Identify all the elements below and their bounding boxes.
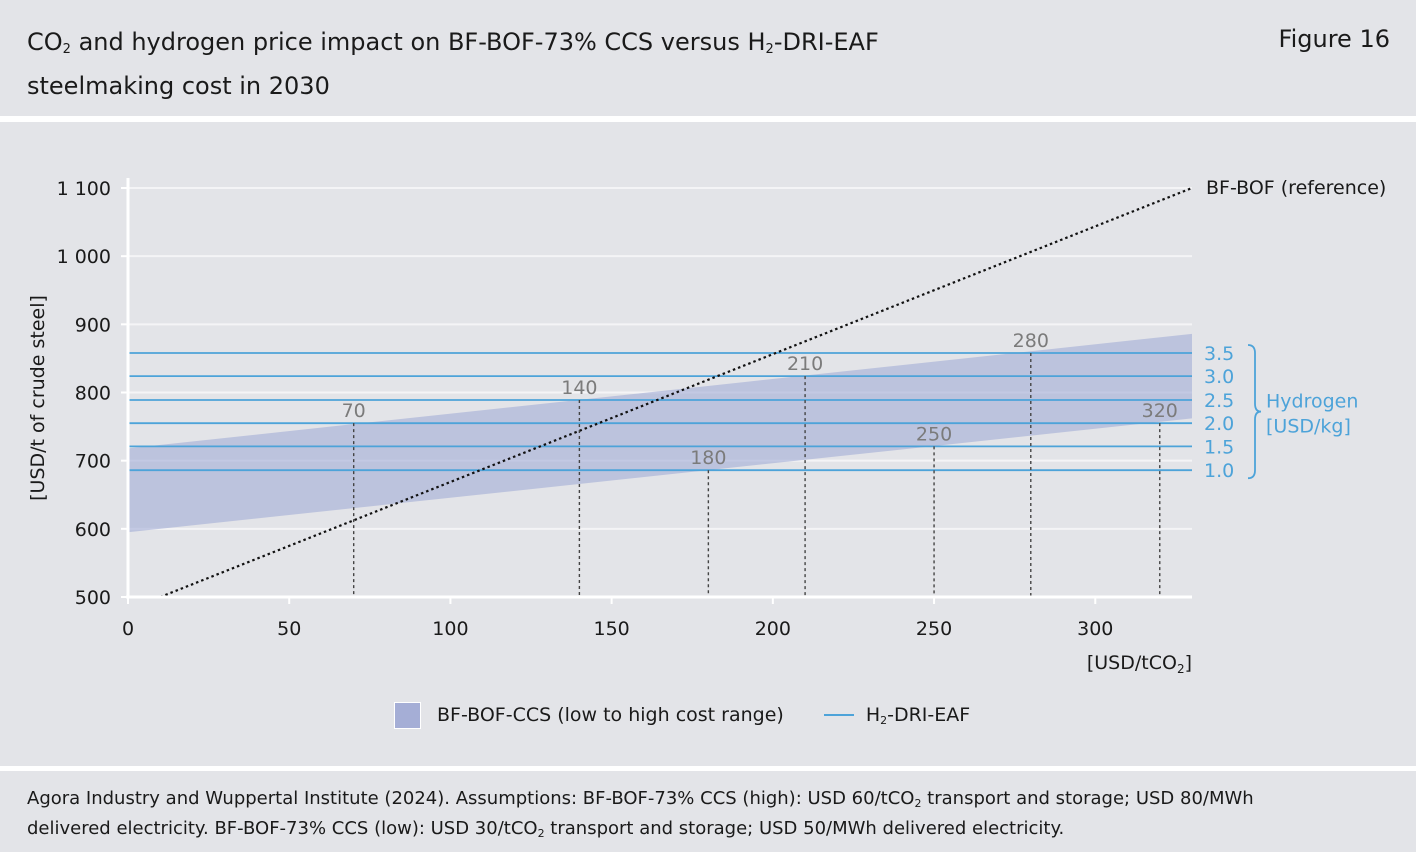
h2-price-label: 3.0	[1204, 366, 1234, 388]
y-tick-label: 700	[75, 451, 111, 473]
footer-divider	[0, 766, 1416, 771]
y-tick-label: 1 100	[57, 178, 111, 200]
h2-lines	[128, 352, 1192, 472]
breakeven-label: 140	[561, 377, 597, 399]
x-tick-label: 150	[594, 618, 630, 640]
x-tick-label: 200	[755, 618, 791, 640]
legend-band-label: BF-BOF-CCS (low to high cost range)	[437, 704, 784, 726]
breakeven-label: 320	[1142, 400, 1178, 422]
chart-title: CO2 and hydrogen price impact on BF-BOF-…	[27, 28, 879, 100]
y-tick-label: 500	[75, 587, 111, 609]
legend-line-swatch	[823, 714, 854, 716]
h2-price-label: 2.0	[1204, 413, 1234, 435]
ccs-band	[128, 333, 1192, 533]
x-axis-label: [USD/tCO2]	[1087, 652, 1192, 676]
y-tick-label: 900	[75, 314, 111, 336]
legend-band-swatch	[394, 701, 421, 729]
chart-area: 70 140 180 210 250 280 320 500 600 700 800 900 1 00…	[0, 122, 1416, 766]
reference-line-path	[159, 186, 1193, 599]
x-tick-label: 50	[277, 618, 301, 640]
breakeven-markers: 70 140 180 210 250 280 320	[342, 330, 1178, 597]
x-tick-label: 100	[432, 618, 468, 640]
y-axis-label: [USD/t of crude steel]	[27, 295, 49, 501]
header: CO2 and hydrogen price impact on BF-BOF-…	[0, 0, 1416, 116]
legend-line-label: H2-DRI-EAF	[865, 703, 971, 727]
legend: BF-BOF-CCS (low to high cost range) H2-D…	[394, 700, 970, 730]
x-tick-label: 250	[916, 618, 952, 640]
breakeven-label: 250	[916, 423, 952, 445]
source-note: Agora Industry and Wuppertal Institute (…	[27, 788, 1254, 840]
h2-price-label: 1.0	[1204, 460, 1234, 482]
reference-line	[159, 186, 1193, 599]
breakeven-label: 210	[787, 353, 823, 375]
y-tick-label: 600	[75, 519, 111, 541]
hydrogen-group-label: [USD/kg]	[1266, 416, 1351, 438]
ccs-cost-band	[128, 333, 1192, 533]
breakeven-label: 70	[342, 400, 366, 422]
h2-price-label: 1.5	[1204, 436, 1234, 458]
hydrogen-group-label: Hydrogen	[1266, 391, 1358, 413]
reference-line-label: BF-BOF (reference)	[1206, 177, 1386, 199]
y-tick-label: 800	[75, 383, 111, 405]
x-tick-label: 0	[122, 618, 134, 640]
x-tick-label: 300	[1077, 618, 1113, 640]
y-tick-label: 1 000	[57, 246, 111, 268]
hydrogen-brace	[1247, 344, 1262, 480]
h2-price-label: 2.5	[1204, 390, 1234, 412]
breakeven-label: 180	[690, 447, 726, 469]
chart-labels: 3.53.02.52.01.51.0 Hydrogen [USD/kg] BF-BOF…	[1204, 177, 1386, 482]
figure-number: Figure 16	[1278, 25, 1390, 53]
breakeven-label: 280	[1013, 330, 1049, 352]
h2-price-label: 3.5	[1204, 343, 1234, 365]
header-divider	[0, 116, 1416, 122]
